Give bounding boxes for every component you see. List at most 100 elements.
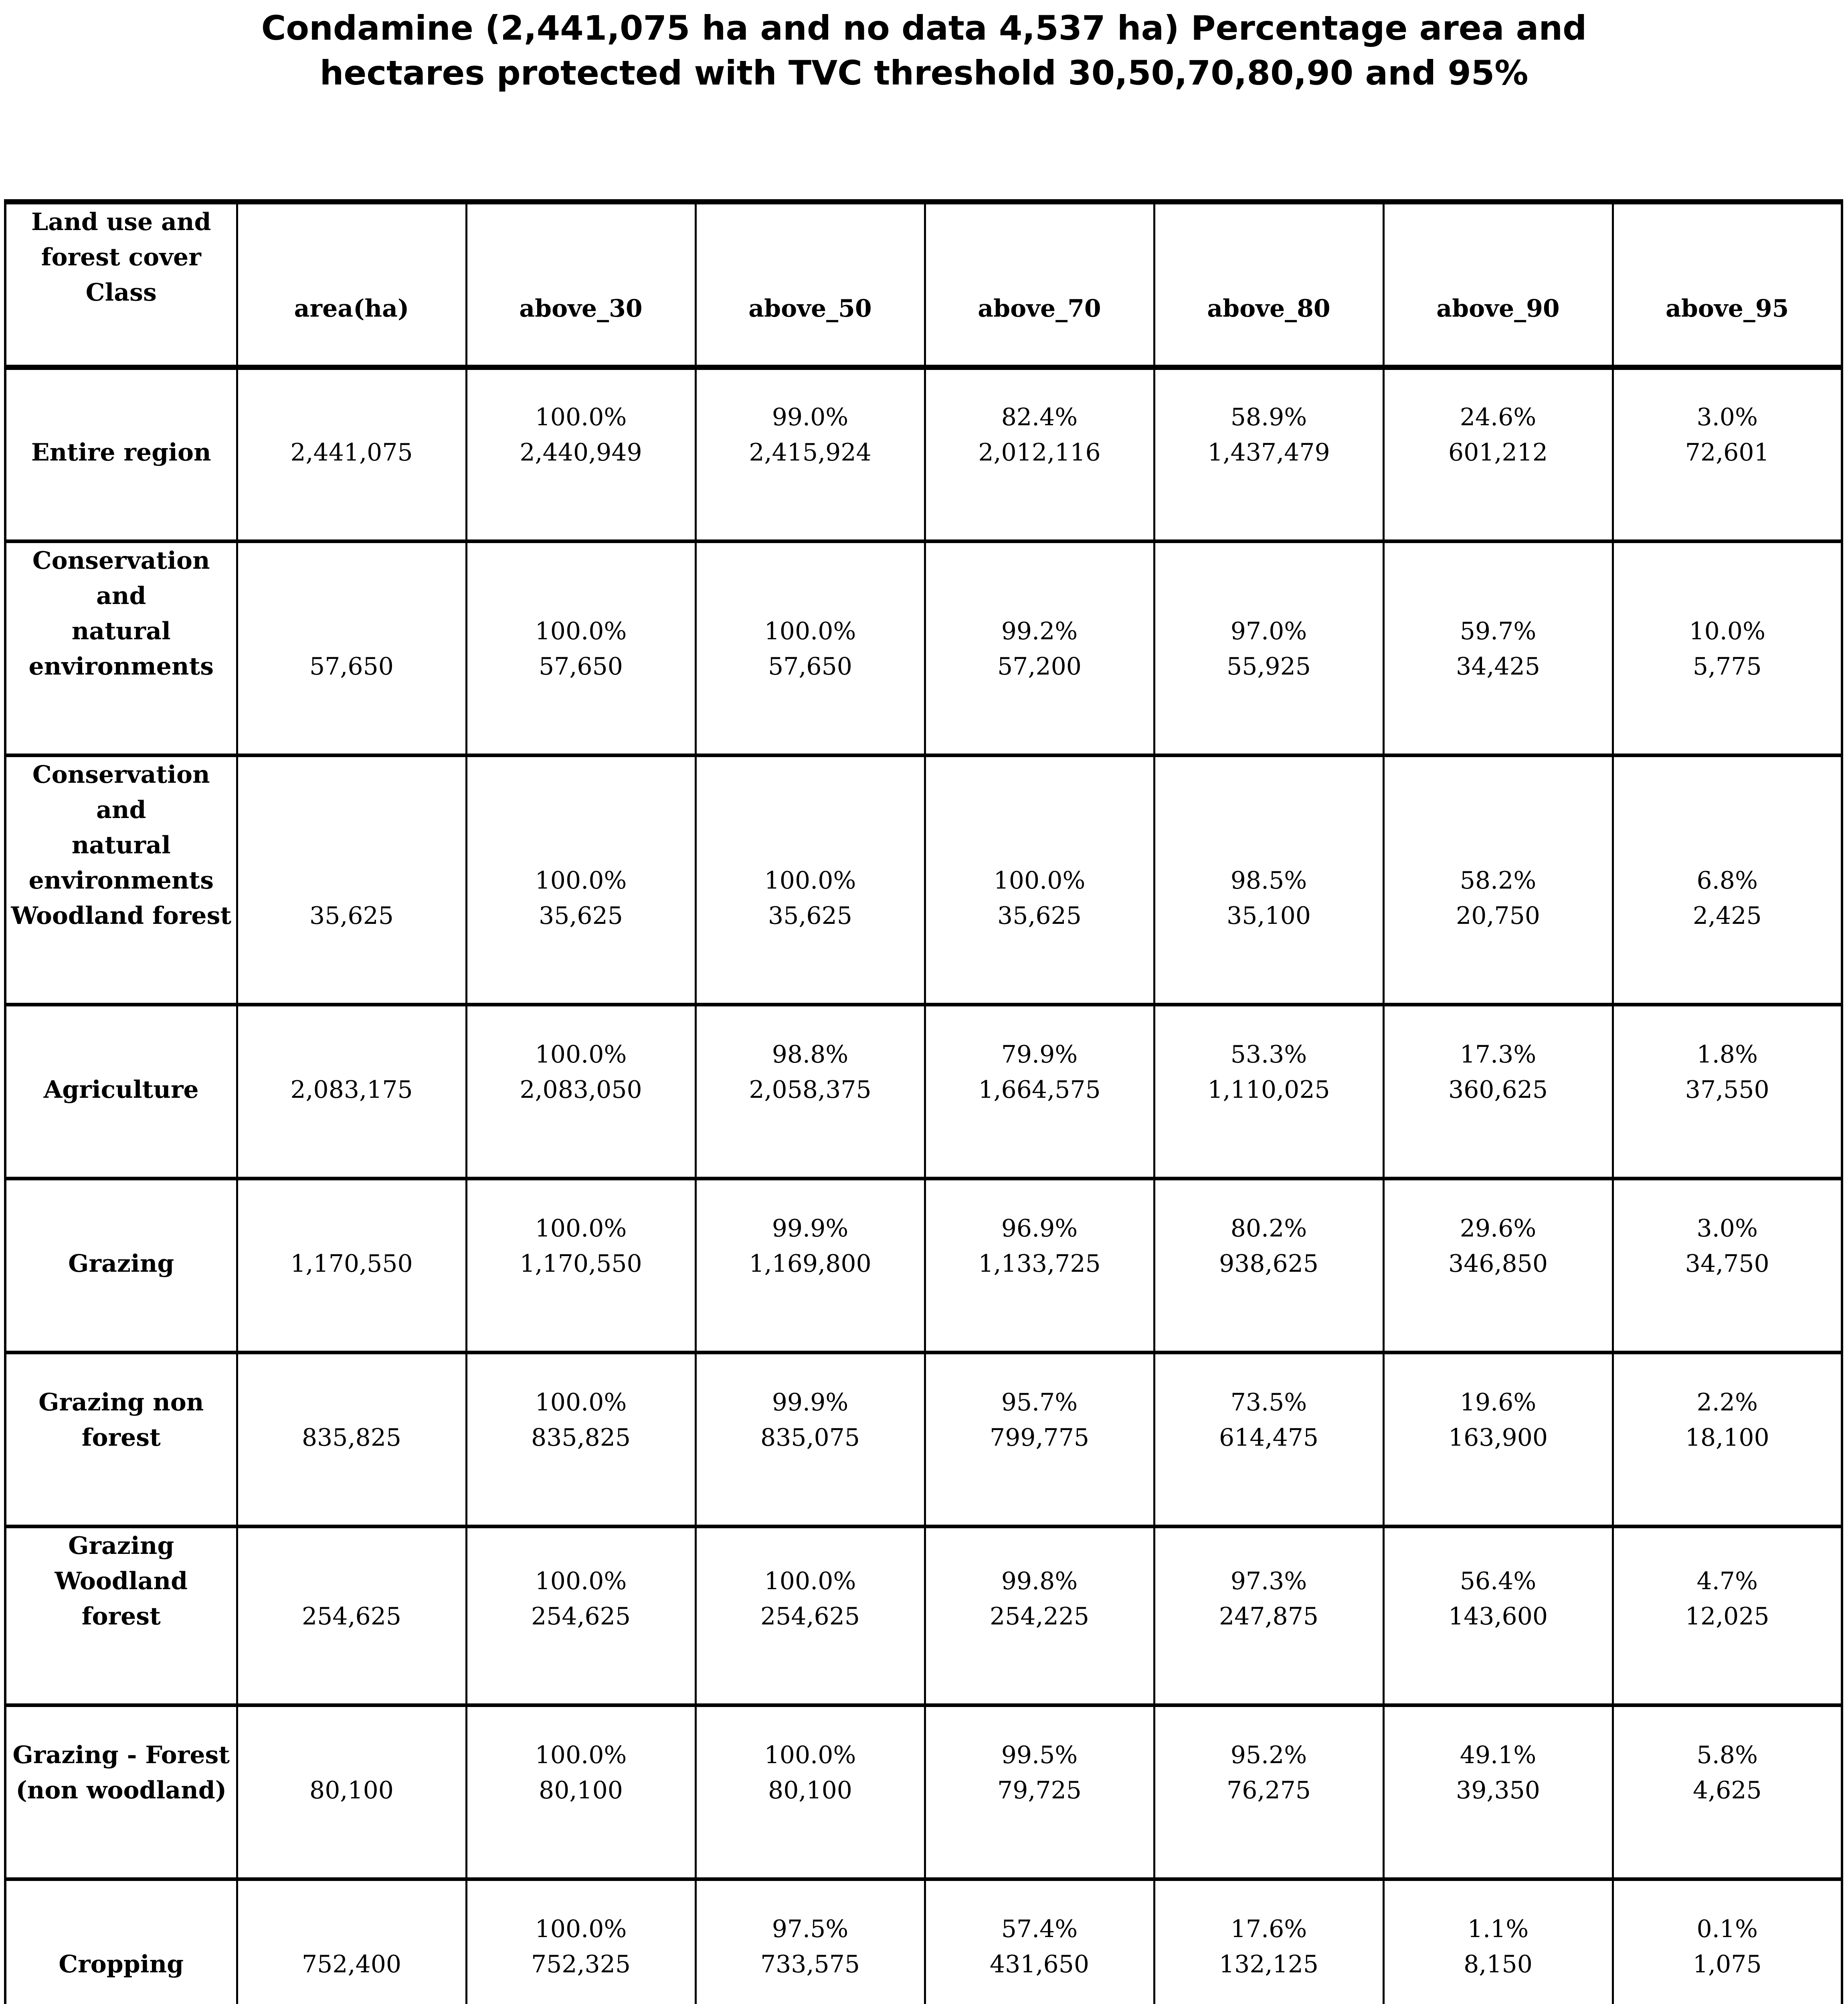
threshold-cell: 97.3% 247,875 [1153, 1525, 1385, 1705]
threshold-cell: 2.2% 18,100 [1611, 1351, 1843, 1527]
area-value: 35,625 [236, 754, 467, 1005]
hectares-value: 733,575 [760, 1950, 860, 1978]
percent-value: 6.8% [1696, 867, 1758, 895]
hectares-value: 1,110,025 [1207, 1076, 1330, 1104]
percent-value: 100.0% [993, 867, 1086, 895]
hectares-value: 2,440,949 [520, 438, 642, 467]
hectares-value: 57,200 [997, 653, 1082, 681]
hectares-value: 2,415,924 [749, 438, 871, 467]
hectares-value: 80,100 [768, 1776, 852, 1804]
column-header-7: above_95 [1611, 202, 1843, 370]
table-row: Conservation and natural environments 57,… [4, 539, 1843, 756]
hectares-value: 39,350 [1456, 1776, 1540, 1804]
percent-value: 49.1% [1460, 1741, 1537, 1769]
percent-value: 5.8% [1696, 1741, 1758, 1769]
hectares-value: 2,425 [1692, 902, 1762, 930]
hectares-value: 1,664,575 [978, 1076, 1101, 1104]
hectares-value: 55,925 [1227, 653, 1311, 681]
percent-value: 99.0% [772, 403, 849, 431]
hectares-value: 1,169,800 [749, 1250, 871, 1278]
column-header-6: above_90 [1382, 202, 1614, 370]
title-line-1: Condamine (2,441,075 ha and no data 4,53… [261, 8, 1587, 48]
threshold-cell: 100.0% 254,625 [465, 1525, 697, 1705]
threshold-cell: 98.8% 2,058,375 [694, 1003, 926, 1179]
row-label: Grazing Woodland forest [4, 1525, 238, 1705]
percent-value: 99.8% [1001, 1567, 1078, 1595]
threshold-cell: 95.2% 76,275 [1153, 1703, 1385, 1879]
percent-value: 3.0% [1696, 1214, 1758, 1242]
hectares-value: 163,900 [1448, 1424, 1548, 1452]
percent-value: 99.5% [1001, 1741, 1078, 1769]
row-label: Cropping [4, 1877, 238, 2004]
percent-value: 79.9% [1001, 1040, 1078, 1069]
threshold-cell: 57.4% 431,650 [924, 1877, 1155, 2004]
table-header: Land use and forest cover Class area(ha) a… [4, 202, 1843, 370]
percent-value: 2.2% [1696, 1388, 1758, 1416]
threshold-cell: 100.0% 752,325 [465, 1877, 697, 2004]
row-label: Grazing [4, 1177, 238, 1353]
threshold-cell: 4.7% 12,025 [1611, 1525, 1843, 1705]
area-value: 835,825 [236, 1351, 467, 1527]
table-row: Grazing 1,170,550 100.0% 1,170,550 99.9% 1,16… [4, 1177, 1843, 1353]
threshold-cell: 100.0% 80,100 [465, 1703, 697, 1879]
percent-value: 19.6% [1460, 1388, 1537, 1416]
hectares-value: 752,325 [531, 1950, 631, 1978]
percent-value: 56.4% [1460, 1567, 1537, 1595]
percent-value: 99.9% [772, 1388, 849, 1416]
title-line-2: hectares protected with TVC threshold 30… [319, 53, 1529, 93]
row-label: Grazing non forest [4, 1351, 238, 1527]
area-value: 80,100 [236, 1703, 467, 1879]
hectares-value: 76,275 [1227, 1776, 1311, 1804]
table-row: Grazing - Forest (non woodland) 80,100 100… [4, 1703, 1843, 1879]
column-header-1: area(ha) [236, 202, 467, 370]
hectares-value: 799,775 [989, 1424, 1090, 1452]
area-value: 2,441,075 [236, 366, 467, 541]
table-row: Cropping 752,400 100.0% 752,325 97.5% 733,575… [4, 1877, 1843, 2004]
row-label: Grazing - Forest (non woodland) [4, 1703, 238, 1879]
hectares-value: 2,058,375 [749, 1076, 871, 1104]
threshold-cell: 99.9% 835,075 [694, 1351, 926, 1527]
threshold-cell: 17.6% 132,125 [1153, 1877, 1385, 2004]
hectares-value: 8,150 [1464, 1950, 1533, 1978]
threshold-cell: 29.6% 346,850 [1382, 1177, 1614, 1353]
row-label: Agriculture [4, 1003, 238, 1179]
hectares-value: 835,825 [531, 1424, 631, 1452]
percent-value: 58.2% [1460, 867, 1537, 895]
percent-value: 98.8% [772, 1040, 849, 1069]
hectares-value: 2,012,116 [978, 438, 1101, 467]
percent-value: 80.2% [1230, 1214, 1307, 1242]
threshold-cell: 100.0% 35,625 [924, 754, 1155, 1005]
hectares-value: 79,725 [997, 1776, 1082, 1804]
row-label: Conservation and natural environments [4, 539, 238, 756]
percent-value: 100.0% [535, 867, 627, 895]
hectares-value: 34,425 [1456, 653, 1540, 681]
area-value: 1,170,550 [236, 1177, 467, 1353]
percent-value: 100.0% [535, 1567, 627, 1595]
threshold-cell: 99.2% 57,200 [924, 539, 1155, 756]
hectares-value: 35,625 [539, 902, 623, 930]
tvc-threshold-table: Land use and forest cover Class area(ha) a… [4, 199, 1843, 2004]
hectares-value: 1,133,725 [978, 1250, 1101, 1278]
column-header-5: above_80 [1153, 202, 1385, 370]
threshold-cell: 58.2% 20,750 [1382, 754, 1614, 1005]
percent-value: 1.1% [1467, 1915, 1529, 1943]
threshold-cell: 73.5% 614,475 [1153, 1351, 1385, 1527]
percent-value: 100.0% [535, 403, 627, 431]
threshold-cell: 100.0% 2,440,949 [465, 366, 697, 541]
threshold-cell: 17.3% 360,625 [1382, 1003, 1614, 1179]
threshold-cell: 99.9% 1,169,800 [694, 1177, 926, 1353]
table-row: Grazing non forest 835,825 100.0% 835,825 99… [4, 1351, 1843, 1527]
hectares-value: 614,475 [1219, 1424, 1319, 1452]
percent-value: 100.0% [535, 1214, 627, 1242]
percent-value: 3.0% [1696, 403, 1758, 431]
hectares-value: 938,625 [1219, 1250, 1319, 1278]
threshold-cell: 100.0% 57,650 [465, 539, 697, 756]
threshold-cell: 97.5% 733,575 [694, 1877, 926, 2004]
percent-value: 10.0% [1689, 617, 1766, 645]
threshold-cell: 98.5% 35,100 [1153, 754, 1385, 1005]
threshold-cell: 1.8% 37,550 [1611, 1003, 1843, 1179]
percent-value: 17.6% [1230, 1915, 1307, 1943]
threshold-cell: 100.0% 835,825 [465, 1351, 697, 1527]
header-row: Land use and forest cover Class area(ha) a… [4, 202, 1843, 370]
hectares-value: 4,625 [1692, 1776, 1762, 1804]
